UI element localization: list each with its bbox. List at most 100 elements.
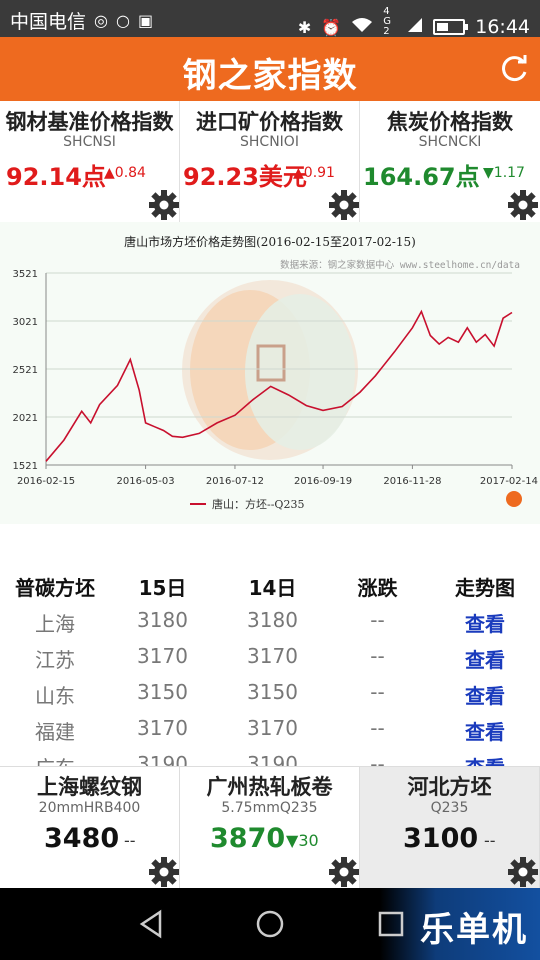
- index-change: ▼1.17: [483, 165, 525, 181]
- product-card-hebei-billet[interactable]: 河北方坯 Q235 3100 --: [360, 767, 540, 889]
- product-change: --: [484, 831, 496, 850]
- home-icon[interactable]: [252, 906, 288, 942]
- signal-icon: [407, 17, 423, 37]
- y-tick-label: 3021: [13, 317, 38, 328]
- notification-icon: ◎: [94, 11, 108, 30]
- index-change-value: 0.91: [303, 165, 335, 181]
- view-trend-link[interactable]: 查看: [465, 648, 505, 672]
- gear-icon[interactable]: [148, 189, 180, 221]
- index-code: SHCNCKI: [418, 134, 482, 150]
- view-trend-link[interactable]: 查看: [465, 684, 505, 708]
- price-chart: 唐山市场方坯价格走势图(2016-02-15至2017-02-15) 数据来源：…: [0, 222, 540, 524]
- row-day15: 3190: [137, 752, 188, 766]
- header-category: 普碳方坯: [15, 576, 95, 600]
- battery-icon: [433, 19, 469, 35]
- row-day14: 3190: [247, 752, 298, 766]
- alarm-icon: ⏰: [321, 17, 342, 37]
- view-trend-link[interactable]: 查看: [465, 612, 505, 636]
- down-arrow-icon: ▼: [483, 165, 494, 181]
- index-change-value: 0.84: [114, 165, 146, 181]
- product-name: 广州热轧板卷: [206, 775, 333, 799]
- product-card-guangzhou-coil[interactable]: 广州热轧板卷 5.75mmQ235 3870 ▼30: [180, 767, 360, 889]
- up-arrow-icon: ▲: [104, 165, 115, 181]
- row-change: --: [370, 680, 385, 704]
- page-indicator-dot: [506, 491, 522, 507]
- chart-source: 数据来源：钢之家数据中心 www.steelhome.cn/data: [280, 259, 520, 271]
- gear-icon[interactable]: [148, 856, 180, 888]
- index-card-steel[interactable]: 钢材基准价格指数 SHCNSI 92.14点 ▲0.84: [0, 101, 180, 222]
- row-day15: 3170: [137, 644, 188, 668]
- refresh-icon[interactable]: [498, 53, 530, 85]
- row-day14: 3150: [247, 680, 298, 704]
- table-row: 上海 3180 3180 -- 查看: [0, 602, 540, 638]
- index-code: SHCNSI: [63, 134, 116, 150]
- gear-icon[interactable]: [328, 856, 360, 888]
- product-change: ▼30: [286, 831, 319, 850]
- row-day14: 3170: [247, 644, 298, 668]
- site-watermark: 乐单机: [420, 910, 528, 950]
- table-row: 福建 3170 3170 -- 查看: [0, 710, 540, 746]
- product-change-value: 30: [298, 831, 319, 850]
- row-day14: 3170: [247, 716, 298, 740]
- product-name: 上海螺纹钢: [37, 775, 142, 799]
- series-line: [45, 309, 513, 462]
- page-title: 钢之家指数: [182, 56, 358, 96]
- row-region: 广东: [0, 752, 110, 766]
- status-bar: 中国电信 ◎ ○ ▣ ✱ ⏰ 4G 2G 16:44: [0, 0, 540, 47]
- price-chart-svg: 唐山市场方坯价格走势图(2016-02-15至2017-02-15) 数据来源：…: [13, 234, 538, 511]
- gear-icon[interactable]: [507, 189, 539, 221]
- system-nav-bar: 乐单机: [0, 888, 540, 960]
- chart-title: 唐山市场方坯价格走势图(2016-02-15至2017-02-15): [124, 234, 416, 249]
- index-card-coke[interactable]: 焦炭价格指数 SHCNCKI 164.67点 ▼1.17: [360, 101, 540, 222]
- table-row: 广东 3190 3190 -- 查看: [0, 746, 540, 766]
- index-change: ▲0.84: [104, 165, 146, 181]
- row-region: 江苏: [35, 648, 75, 672]
- row-change: --: [370, 644, 385, 668]
- message-icon: ○: [115, 11, 130, 30]
- product-card-shanghai-rebar[interactable]: 上海螺纹钢 20mmHRB400 3480 --: [0, 767, 180, 889]
- back-icon[interactable]: [134, 906, 170, 942]
- row-region: 山东: [35, 684, 75, 708]
- index-name: 钢材基准价格指数: [5, 110, 174, 134]
- product-spec: 20mmHRB400: [38, 800, 141, 816]
- product-spec: Q235: [430, 800, 469, 816]
- table-row: 江苏 3170 3170 -- 查看: [0, 638, 540, 674]
- recents-icon[interactable]: [373, 906, 409, 942]
- index-value: 92.23美元: [183, 163, 307, 191]
- view-trend-link[interactable]: 查看: [435, 752, 535, 766]
- header-change: 涨跌: [357, 576, 398, 600]
- row-day14: 3180: [247, 608, 298, 632]
- index-value: 92.14点: [6, 163, 106, 191]
- clock-label: 16:44: [475, 16, 530, 38]
- index-name: 焦炭价格指数: [387, 110, 513, 134]
- bluetooth-icon: ✱: [297, 17, 312, 37]
- row-change: --: [370, 716, 385, 740]
- x-tick-label: 2016-05-03: [117, 476, 175, 487]
- gear-icon[interactable]: [328, 189, 360, 221]
- row-day15: 3180: [137, 608, 188, 632]
- app-bar: 钢之家指数: [0, 37, 540, 101]
- chart-legend: 唐山：方坯--Q235: [212, 497, 304, 511]
- view-trend-link[interactable]: 查看: [465, 720, 505, 744]
- x-tick-label: 2016-09-19: [294, 476, 352, 487]
- header-trend: 走势图: [455, 576, 515, 600]
- index-cards: 钢材基准价格指数 SHCNSI 92.14点 ▲0.84 进口矿价格指数 SHC…: [0, 101, 540, 222]
- x-tick-label: 2016-11-28: [383, 476, 441, 487]
- gear-icon[interactable]: [507, 856, 539, 888]
- x-tick-label: 2016-02-15: [17, 476, 75, 487]
- watermark-band: [380, 888, 540, 960]
- product-cards: 上海螺纹钢 20mmHRB400 3480 -- 广州热轧板卷 5.75mmQ2…: [0, 766, 540, 889]
- price-table: 普碳方坯 15日 14日 涨跌 走势图 上海 3180 3180 -- 查看 江苏 3170…: [0, 566, 540, 766]
- logo-watermark: [182, 280, 358, 460]
- row-region: 福建: [35, 720, 75, 744]
- product-value: 3100: [403, 823, 479, 854]
- index-code: SHCNIOI: [240, 134, 299, 150]
- y-tick-label: 3521: [13, 269, 38, 280]
- product-spec: 5.75mmQ235: [221, 800, 318, 816]
- y-tick-label: 1521: [13, 461, 38, 472]
- index-card-ore[interactable]: 进口矿价格指数 SHCNIOI 92.23美元 ▲0.91: [180, 101, 360, 222]
- index-change: ▲0.91: [293, 165, 335, 181]
- carrier-label: 中国电信: [10, 11, 87, 33]
- y-tick-label: 2521: [13, 365, 38, 376]
- row-change: --: [370, 752, 385, 766]
